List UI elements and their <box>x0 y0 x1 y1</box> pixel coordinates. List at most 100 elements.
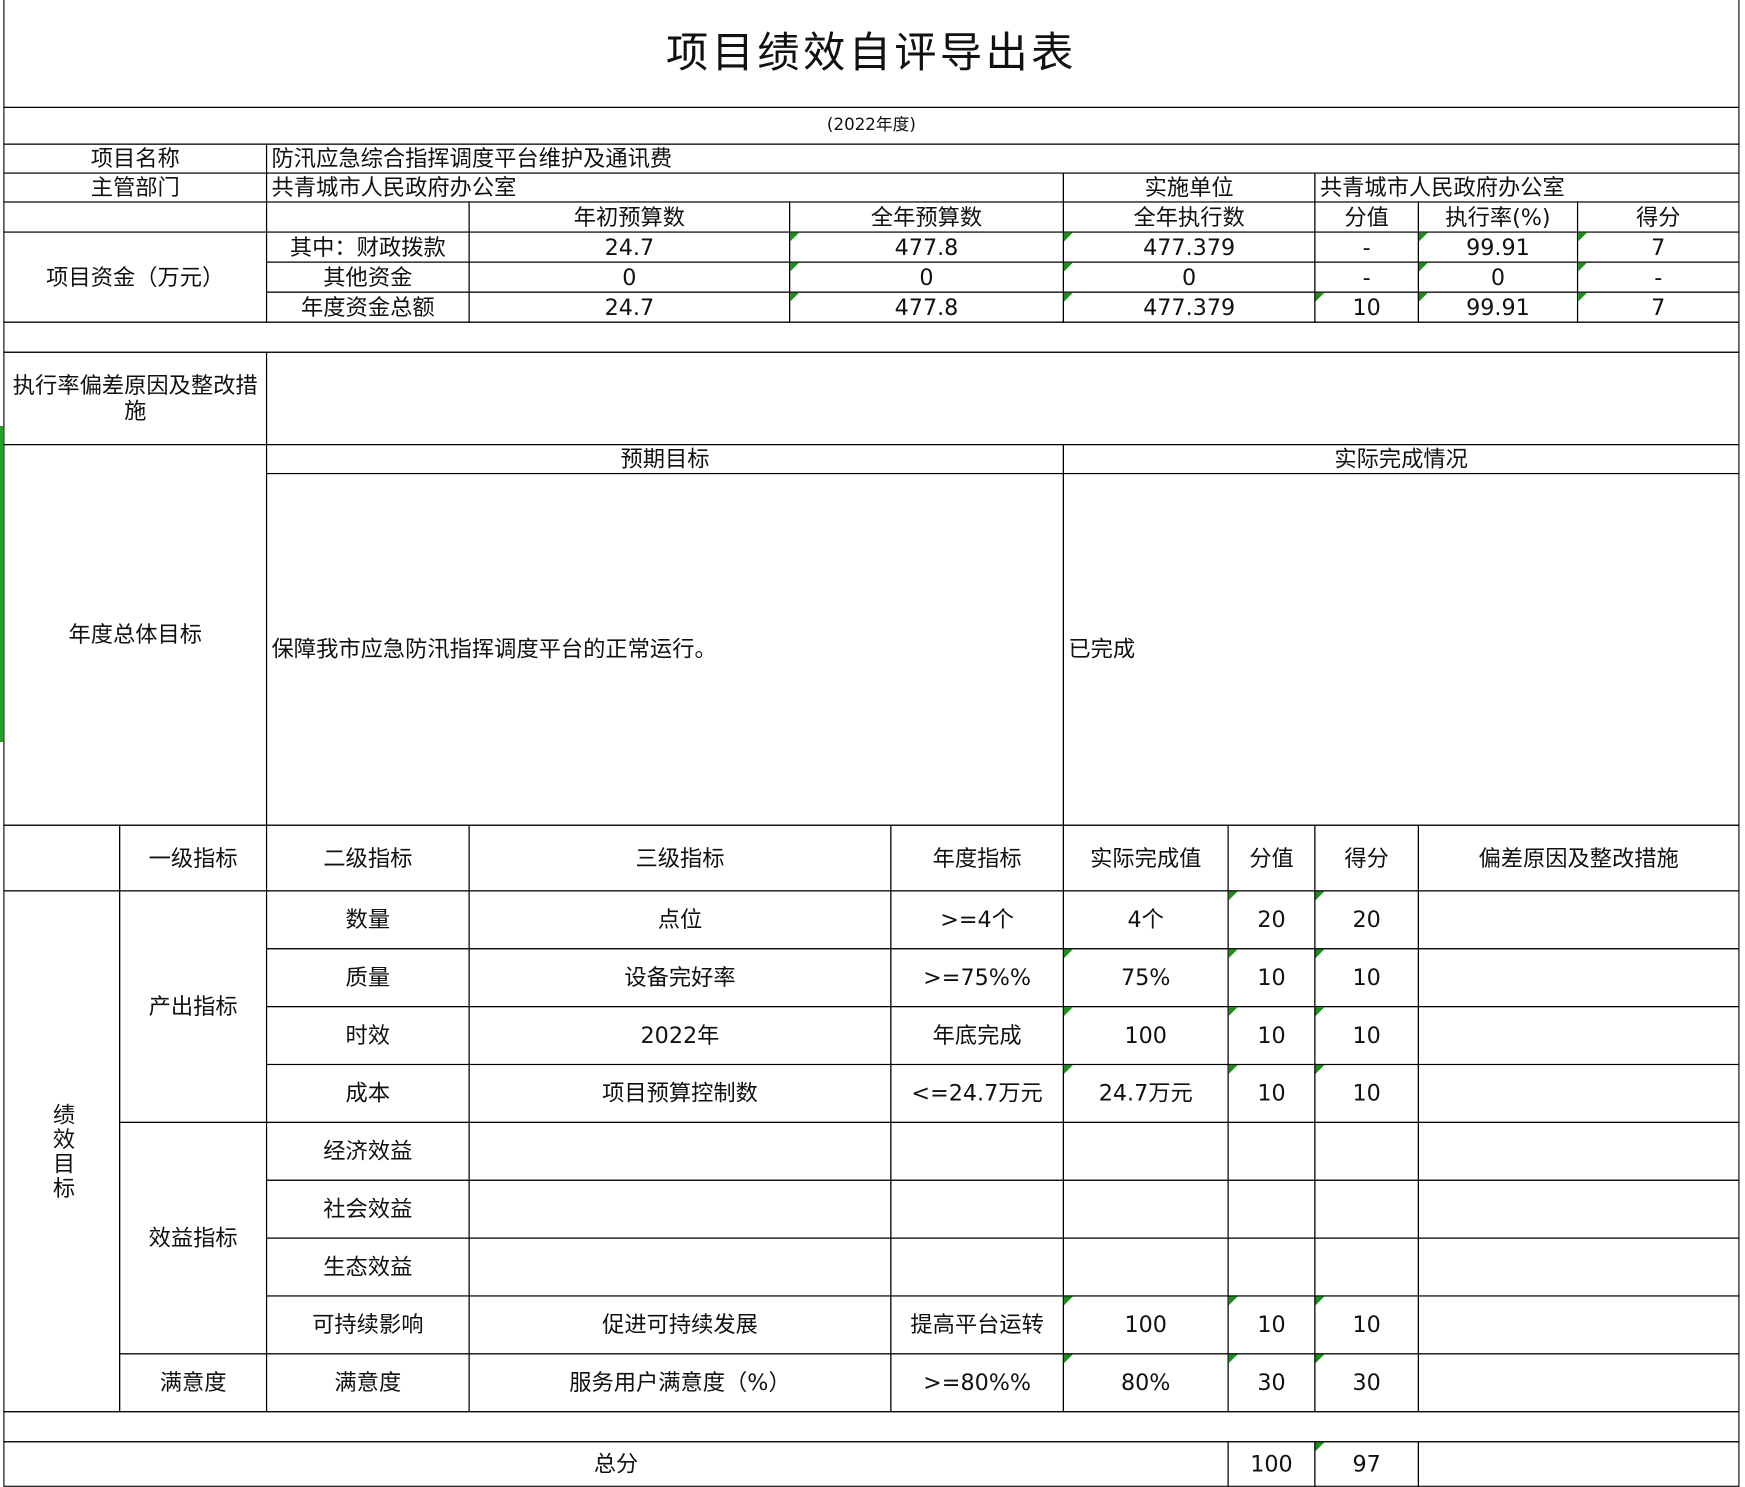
funds-cell[interactable]: 0 <box>1062 261 1316 293</box>
funds-cell[interactable]: - <box>1314 261 1419 293</box>
indicator-score[interactable]: 10 <box>1314 948 1419 1008</box>
indicator-level3[interactable]: 点位 <box>468 890 892 950</box>
indicator-level3[interactable]: 促进可持续发展 <box>468 1295 892 1355</box>
funds-cell[interactable]: 0 <box>789 261 1064 293</box>
indicator-level2[interactable]: 生态效益 <box>265 1237 470 1297</box>
funds-row-label[interactable]: 其他资金 <box>265 261 470 293</box>
indicator-level2[interactable]: 可持续影响 <box>265 1295 470 1355</box>
indicator-level2[interactable]: 成本 <box>265 1063 470 1123</box>
funds-header-blank[interactable] <box>3 201 268 233</box>
indicator-note[interactable] <box>1417 1237 1740 1297</box>
indicator-level3[interactable] <box>468 1121 892 1181</box>
funds-header[interactable]: 执行率(%) <box>1417 201 1579 233</box>
funds-cell[interactable]: 477.8 <box>789 231 1064 263</box>
indicator-score[interactable]: 10 <box>1314 1295 1419 1355</box>
deviation-label[interactable]: 执行率偏差原因及整改措施 <box>3 351 268 446</box>
total-score[interactable]: 97 <box>1314 1441 1419 1487</box>
indicator-score[interactable]: 30 <box>1314 1353 1419 1413</box>
funds-cell[interactable]: 477.379 <box>1062 291 1316 323</box>
indicator-header[interactable]: 得分 <box>1314 824 1419 892</box>
indicator-header[interactable]: 年度指标 <box>890 824 1064 892</box>
indicator-score[interactable]: 10 <box>1314 1063 1419 1123</box>
funds-header[interactable]: 全年执行数 <box>1062 201 1316 233</box>
indicator-weight[interactable]: 10 <box>1227 1063 1316 1123</box>
funds-header[interactable]: 全年预算数 <box>789 201 1064 233</box>
indicator-score[interactable] <box>1314 1179 1419 1239</box>
dept-label[interactable]: 主管部门 <box>3 172 268 203</box>
indicator-actual[interactable] <box>1062 1237 1229 1297</box>
blank-row[interactable] <box>3 1411 1740 1443</box>
indicator-level3[interactable] <box>468 1237 892 1297</box>
impl-unit-value[interactable]: 共青城市人民政府办公室 <box>1314 172 1740 203</box>
indicator-header[interactable]: 实际完成值 <box>1062 824 1229 892</box>
expected-goal-value[interactable]: 保障我市应急防汛指挥调度平台的正常运行。 <box>265 472 1064 826</box>
indicator-score[interactable] <box>1314 1121 1419 1181</box>
indicator-target[interactable]: 提高平台运转 <box>890 1295 1064 1355</box>
indicator-header[interactable]: 偏差原因及整改措施 <box>1417 824 1740 892</box>
total-label[interactable]: 总分 <box>3 1441 1229 1487</box>
project-name-value[interactable]: 防汛应急综合指挥调度平台维护及通讯费 <box>265 143 1740 174</box>
funds-cell[interactable]: - <box>1576 261 1740 293</box>
indicator-actual[interactable]: 4个 <box>1062 890 1229 950</box>
indicator-note[interactable] <box>1417 948 1740 1008</box>
indicator-header-blank[interactable] <box>3 824 121 892</box>
funds-cell[interactable]: 477.8 <box>789 291 1064 323</box>
funds-cell[interactable]: 477.379 <box>1062 231 1316 263</box>
indicator-weight[interactable] <box>1227 1179 1316 1239</box>
total-weight[interactable]: 100 <box>1227 1441 1316 1487</box>
indicator-target[interactable]: 年底完成 <box>890 1006 1064 1066</box>
sheet-title[interactable]: 项目绩效自评导出表 <box>3 0 1740 108</box>
indicator-weight[interactable] <box>1227 1237 1316 1297</box>
indicator-target[interactable]: >=75%% <box>890 948 1064 1008</box>
indicator-score[interactable] <box>1314 1237 1419 1297</box>
indicator-level3[interactable] <box>468 1179 892 1239</box>
indicator-note[interactable] <box>1417 1006 1740 1066</box>
indicator-header[interactable]: 二级指标 <box>265 824 470 892</box>
indicator-level2[interactable]: 数量 <box>265 890 470 950</box>
funds-cell[interactable]: 0 <box>468 261 791 293</box>
goals-label[interactable]: 年度总体目标 <box>3 444 268 826</box>
funds-cell[interactable]: 24.7 <box>468 291 791 323</box>
funds-header[interactable]: 得分 <box>1576 201 1740 233</box>
funds-cell[interactable]: 7 <box>1576 231 1740 263</box>
performance-goal-label[interactable]: 绩效目标 <box>3 890 121 1413</box>
indicator-note[interactable] <box>1417 1295 1740 1355</box>
funds-cell[interactable]: - <box>1314 231 1419 263</box>
actual-completion-header[interactable]: 实际完成情况 <box>1062 444 1740 475</box>
indicator-header[interactable]: 三级指标 <box>468 824 892 892</box>
blank-row[interactable] <box>3 321 1740 353</box>
indicator-score[interactable]: 20 <box>1314 890 1419 950</box>
indicator-weight[interactable]: 30 <box>1227 1353 1316 1413</box>
indicator-level2[interactable]: 社会效益 <box>265 1179 470 1239</box>
indicator-level3[interactable]: 设备完好率 <box>468 948 892 1008</box>
indicator-weight[interactable]: 20 <box>1227 890 1316 950</box>
funds-cell[interactable]: 99.91 <box>1417 231 1579 263</box>
actual-completion-value[interactable]: 已完成 <box>1062 472 1740 826</box>
indicator-level2[interactable]: 经济效益 <box>265 1121 470 1181</box>
indicator-target[interactable]: <=24.7万元 <box>890 1063 1064 1123</box>
funds-row-label[interactable]: 其中：财政拨款 <box>265 231 470 263</box>
indicator-target[interactable]: >=80%% <box>890 1353 1064 1413</box>
indicator-target[interactable] <box>890 1179 1064 1239</box>
indicator-note[interactable] <box>1417 1121 1740 1181</box>
total-note[interactable] <box>1417 1441 1740 1487</box>
funds-cell[interactable]: 10 <box>1314 291 1419 323</box>
fiscal-year[interactable]: (2022年度) <box>3 106 1740 145</box>
dept-value[interactable]: 共青城市人民政府办公室 <box>265 172 1064 203</box>
indicator-weight[interactable]: 10 <box>1227 1295 1316 1355</box>
indicator-level1[interactable]: 满意度 <box>119 1353 268 1413</box>
funds-header-blank2[interactable] <box>265 201 470 233</box>
indicator-actual[interactable]: 24.7万元 <box>1062 1063 1229 1123</box>
indicator-header[interactable]: 一级指标 <box>119 824 268 892</box>
indicator-note[interactable] <box>1417 1063 1740 1123</box>
funds-label[interactable]: 项目资金（万元） <box>3 231 268 323</box>
impl-unit-label[interactable]: 实施单位 <box>1062 172 1316 203</box>
indicator-target[interactable] <box>890 1237 1064 1297</box>
indicator-actual[interactable]: 80% <box>1062 1353 1229 1413</box>
indicator-target[interactable]: >=4个 <box>890 890 1064 950</box>
indicator-level3[interactable]: 服务用户满意度（%） <box>468 1353 892 1413</box>
funds-cell[interactable]: 0 <box>1417 261 1579 293</box>
indicator-level3[interactable]: 项目预算控制数 <box>468 1063 892 1123</box>
deviation-value[interactable] <box>265 351 1740 446</box>
indicator-actual[interactable]: 100 <box>1062 1006 1229 1066</box>
